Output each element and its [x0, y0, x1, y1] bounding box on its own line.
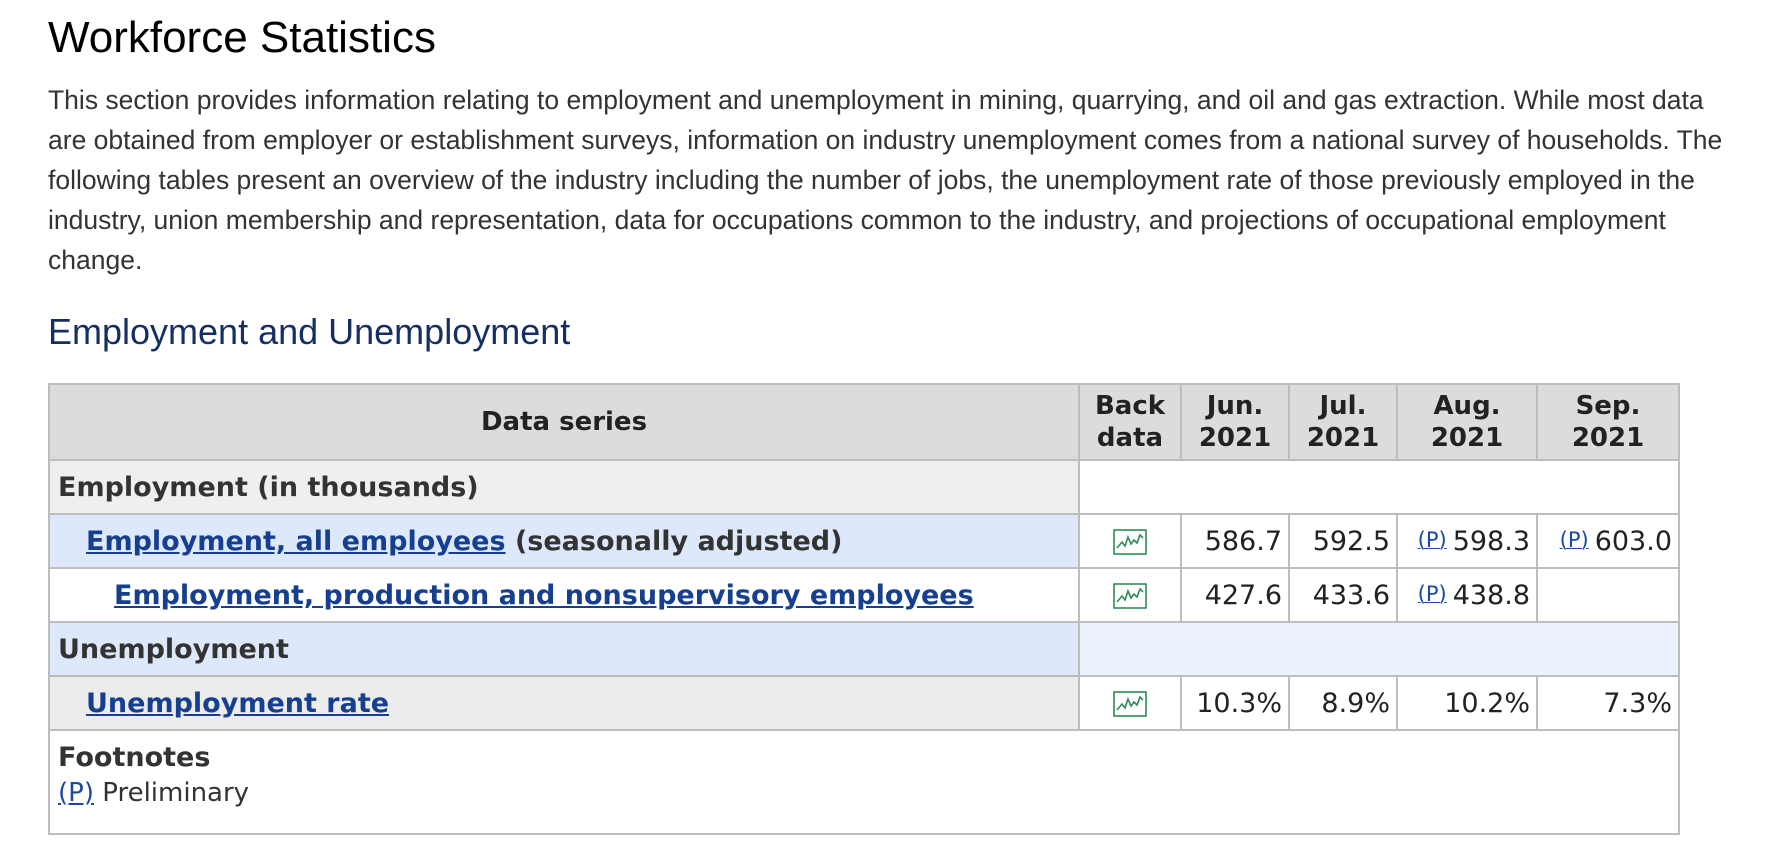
line-chart-icon[interactable] — [1113, 691, 1147, 717]
footnote-mark[interactable]: (P) — [1559, 527, 1589, 552]
header-month-line1: Jun. — [1206, 391, 1264, 421]
line-chart-icon[interactable] — [1113, 583, 1147, 609]
value-text: 438.8 — [1452, 579, 1530, 611]
table-row: Employment, production and nonsupervisor… — [48, 567, 1680, 623]
header-month-line2: 2021 — [1306, 423, 1380, 453]
value-text: 592.5 — [1312, 525, 1390, 557]
value-text: 7.3% — [1603, 687, 1672, 719]
value-text: 433.6 — [1312, 579, 1390, 611]
section-fill — [1078, 459, 1680, 515]
value-text: 10.2% — [1444, 687, 1530, 719]
value-cell: 7.3% — [1536, 675, 1680, 731]
value-cell: 586.7 — [1180, 513, 1290, 569]
value-cell: (P) 598.3 — [1396, 513, 1538, 569]
section-heading: Employment and Unemployment — [48, 311, 571, 352]
value-cell: 592.5 — [1288, 513, 1398, 569]
series-wrap: Unemployment rate — [50, 688, 389, 719]
series-link-all-employees[interactable]: Employment, all employees — [86, 525, 506, 557]
back-data-cell — [1078, 513, 1182, 569]
header-month-line1: Jul. — [1319, 391, 1367, 421]
value-text: 586.7 — [1204, 525, 1282, 557]
header-back-line2: data — [1096, 423, 1164, 453]
series-cell: Employment, production and nonsupervisor… — [48, 567, 1080, 623]
header-month-jun: Jun. 2021 — [1180, 383, 1290, 461]
series-wrap: Employment, all employees (seasonally ad… — [50, 526, 842, 557]
header-month-line1: Sep. — [1575, 391, 1641, 421]
series-cell: Employment, all employees (seasonally ad… — [48, 513, 1080, 569]
header-month-line1: Aug. — [1433, 391, 1501, 421]
header-back-data: Back data — [1078, 383, 1182, 461]
back-data-cell — [1078, 675, 1182, 731]
footnote-line: (P) Preliminary — [58, 775, 1678, 811]
value-text: 10.3% — [1196, 687, 1282, 719]
header-month-line2: 2021 — [1571, 423, 1645, 453]
header-month-aug: Aug. 2021 — [1396, 383, 1538, 461]
series-link-unemployment-rate[interactable]: Unemployment rate — [86, 687, 390, 719]
footnotes-row: Footnotes (P) Preliminary — [48, 729, 1680, 835]
header-month-line2: 2021 — [1430, 423, 1504, 453]
footnotes-cell: Footnotes (P) Preliminary — [48, 729, 1680, 835]
page-title: Workforce Statistics — [48, 13, 436, 62]
header-row: Data series Back data Jun. 2021 Jul. 202… — [48, 383, 1680, 461]
value-cell: 427.6 — [1180, 567, 1290, 623]
series-wrap: Employment, production and nonsupervisor… — [50, 580, 974, 611]
footnote-mark[interactable]: (P) — [1417, 527, 1447, 552]
value-text: 8.9% — [1321, 687, 1390, 719]
value-text: 598.3 — [1452, 525, 1530, 557]
line-chart-icon[interactable] — [1113, 529, 1147, 555]
header-month-jul: Jul. 2021 — [1288, 383, 1398, 461]
header-data-series: Data series — [48, 383, 1080, 461]
value-cell: (P) 603.0 — [1536, 513, 1680, 569]
section-label: Unemployment — [48, 621, 1080, 677]
section-fill — [1078, 621, 1680, 677]
series-suffix: (seasonally adjusted) — [505, 525, 843, 557]
back-data-cell — [1078, 567, 1182, 623]
section-row-unemployment: Unemployment — [48, 621, 1680, 677]
series-cell: Unemployment rate — [48, 675, 1080, 731]
footnotes-title: Footnotes — [58, 742, 211, 773]
value-cell: 10.3% — [1180, 675, 1290, 731]
section-label: Employment (in thousands) — [48, 459, 1080, 515]
footnote-text: Preliminary — [93, 778, 250, 808]
section-row-employment: Employment (in thousands) — [48, 459, 1680, 515]
table-row: Unemployment rate 10.3% 8.9% 10.2% 7.3% — [48, 675, 1680, 731]
value-text: 603.0 — [1594, 525, 1672, 557]
value-cell: 433.6 — [1288, 567, 1398, 623]
value-text: 427.6 — [1204, 579, 1282, 611]
header-month-line2: 2021 — [1198, 423, 1272, 453]
table-row: Employment, all employees (seasonally ad… — [48, 513, 1680, 569]
page: Workforce Statistics This section provid… — [48, 0, 1748, 835]
intro-paragraph: This section provides information relati… — [48, 85, 1723, 275]
value-cell: (P) 438.8 — [1396, 567, 1538, 623]
value-cell: 8.9% — [1288, 675, 1398, 731]
footnote-mark[interactable]: (P) — [1417, 581, 1447, 606]
value-cell: 10.2% — [1396, 675, 1538, 731]
header-month-sep: Sep. 2021 — [1536, 383, 1680, 461]
header-back-line1: Back — [1094, 391, 1166, 421]
value-cell — [1536, 567, 1680, 623]
series-link-production-employees[interactable]: Employment, production and nonsupervisor… — [114, 579, 974, 611]
employment-table: Data series Back data Jun. 2021 Jul. 202… — [48, 383, 1680, 835]
footnote-p-link[interactable]: (P) — [58, 778, 94, 808]
